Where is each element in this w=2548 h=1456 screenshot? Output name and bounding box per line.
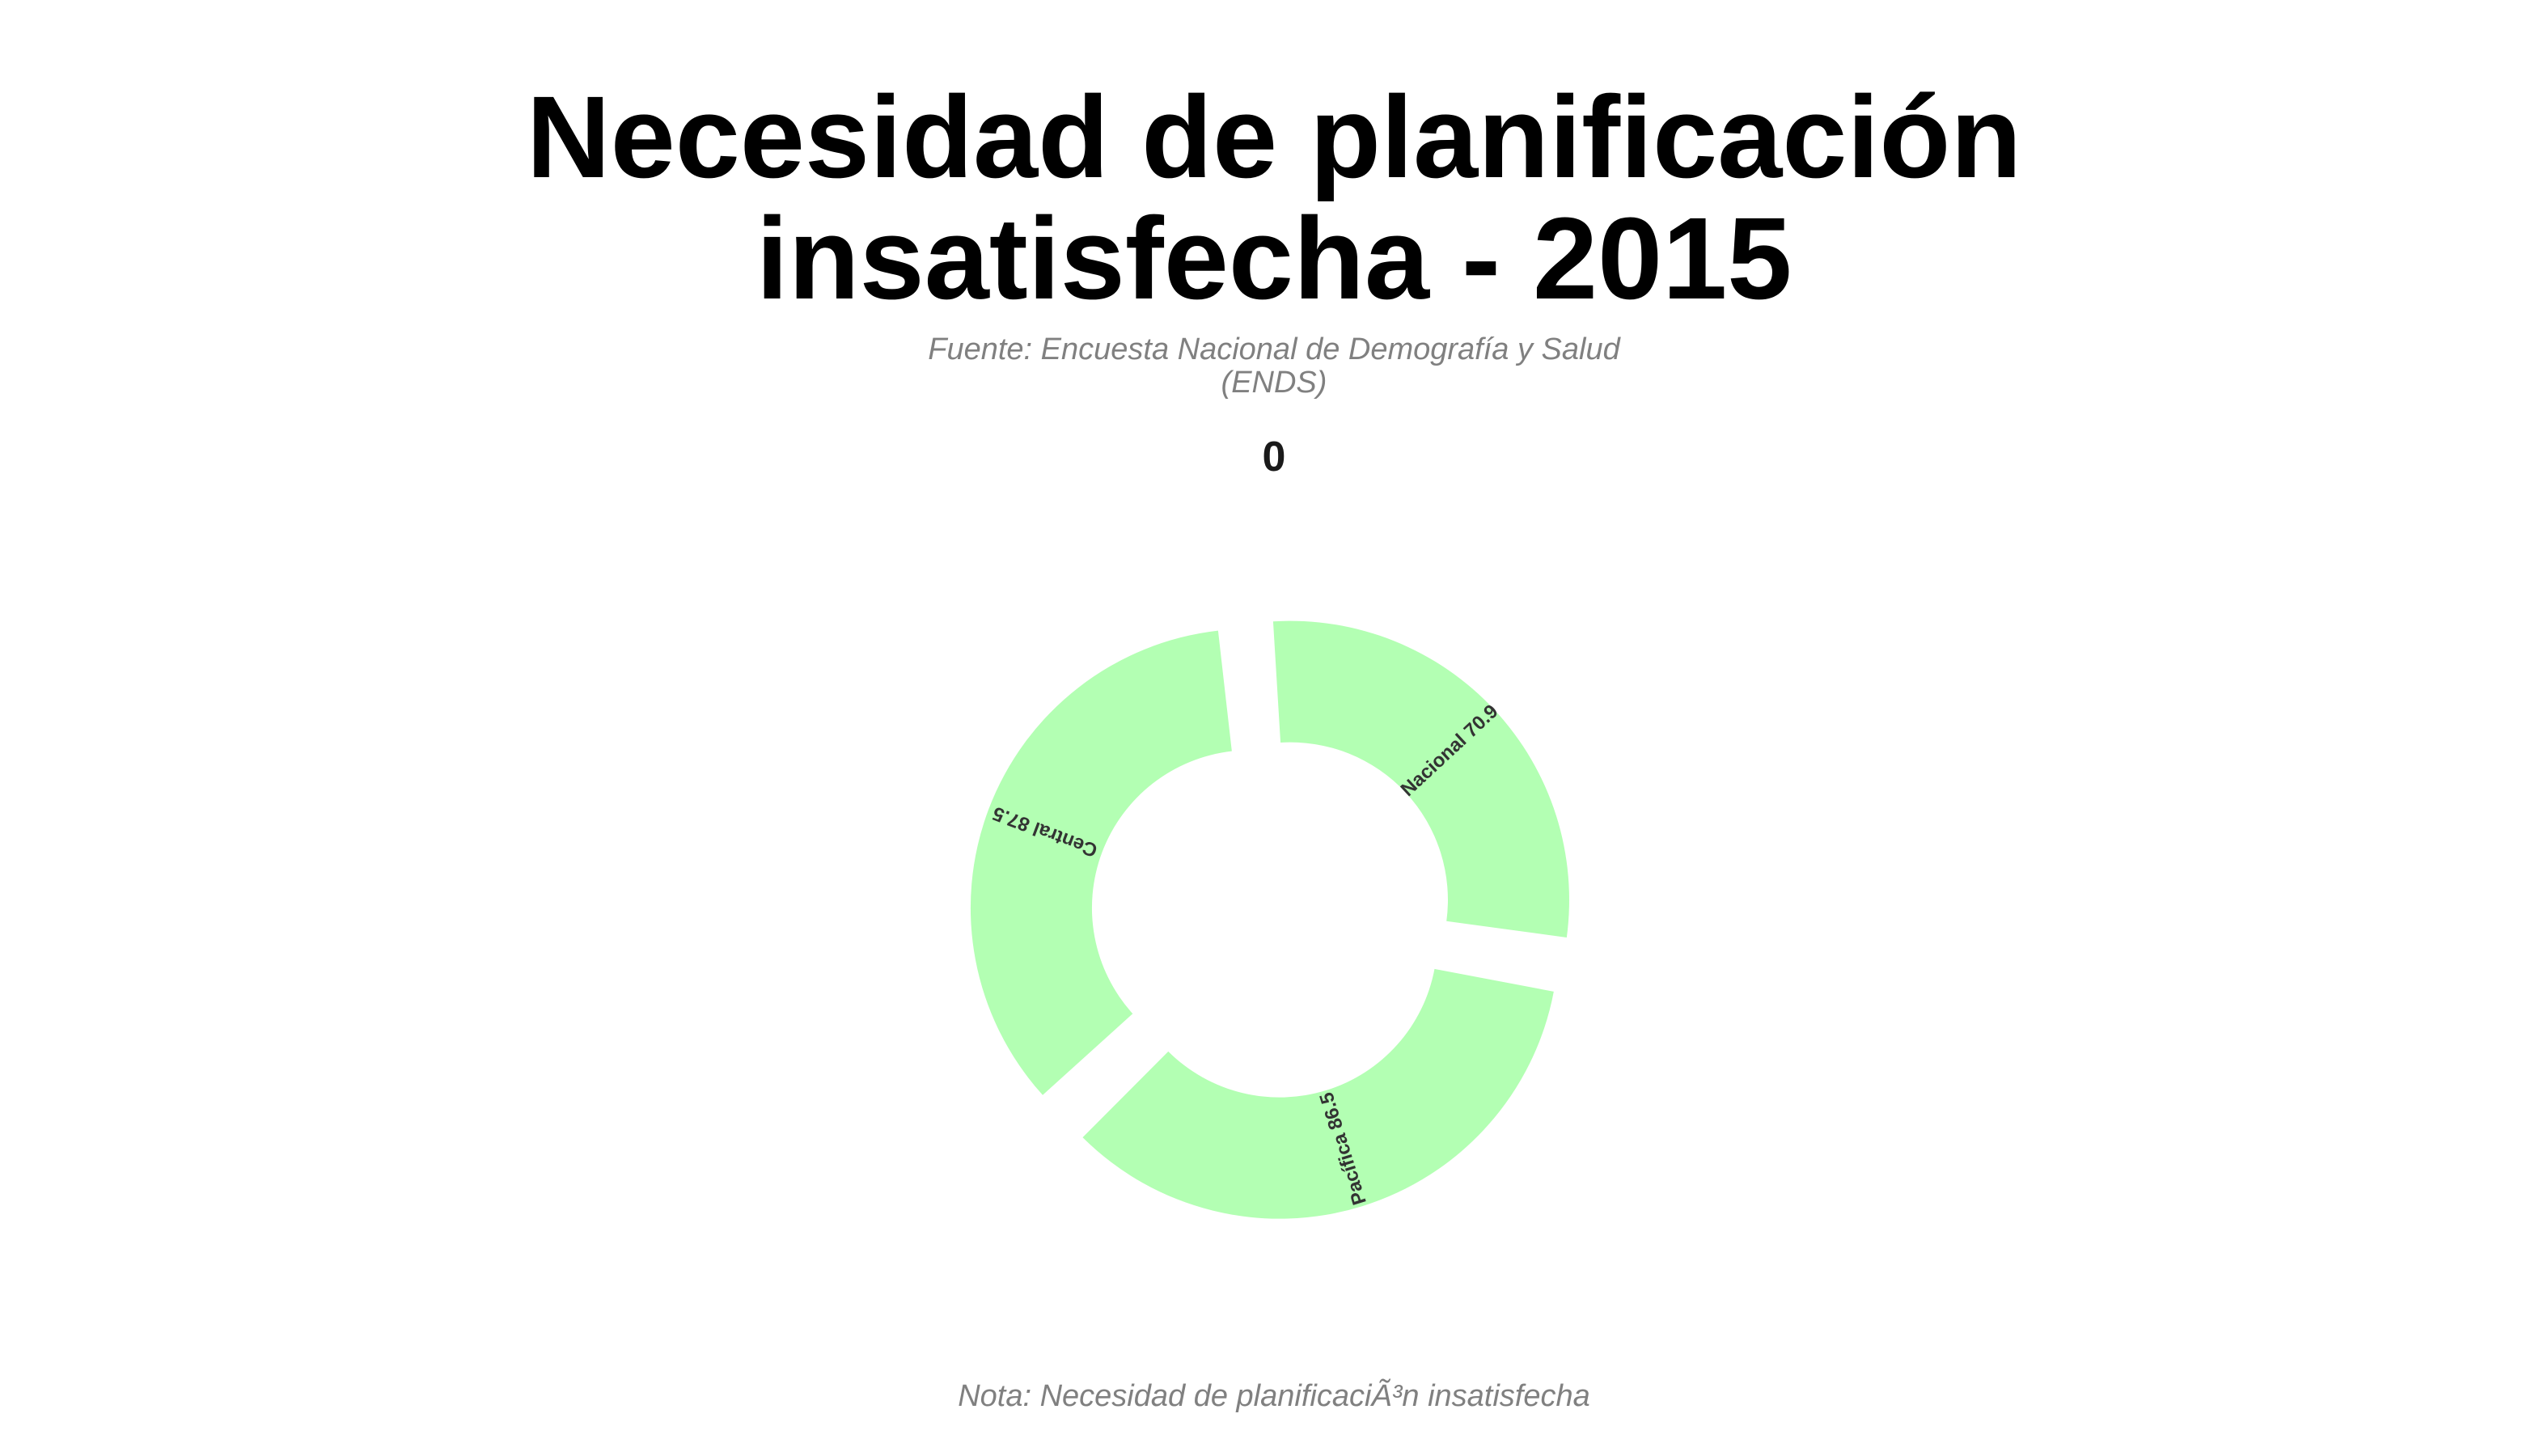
chart-title-line-2: insatisfecha - 2015 bbox=[756, 193, 1792, 324]
chart-subtitle-line-1: Fuente: Encuesta Nacional de Demografía … bbox=[928, 332, 1620, 366]
donut-slice-2 bbox=[1082, 968, 1554, 1219]
chart-title: Necesidad de planificación insatisfecha … bbox=[0, 77, 2548, 320]
chart-title-line-1: Necesidad de planificación bbox=[526, 72, 2022, 202]
chart-note: Nota: Necesidad de planificaciÃ³n insati… bbox=[958, 1379, 1590, 1413]
donut-slice-1 bbox=[1272, 620, 1569, 938]
chart-center-label: 0 bbox=[1262, 434, 1286, 480]
donut-slices bbox=[970, 620, 1569, 1219]
chart-subtitle: Fuente: Encuesta Nacional de Demografía … bbox=[0, 333, 2548, 400]
chart-subtitle-line-2: (ENDS) bbox=[1221, 366, 1327, 400]
donut-slice-3 bbox=[970, 630, 1232, 1095]
